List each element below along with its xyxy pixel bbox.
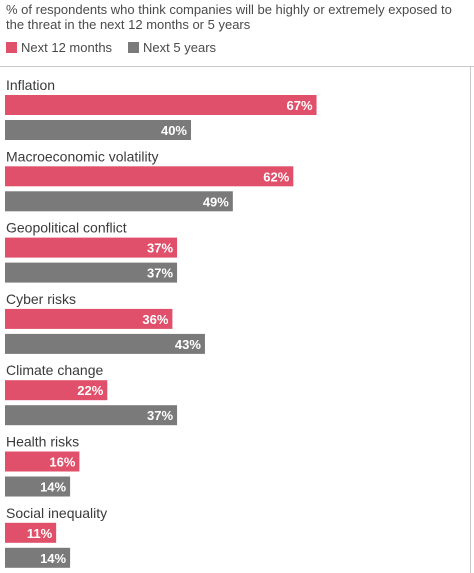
legend-item-next-5-years: Next 5 years xyxy=(128,40,216,55)
data-label-cyber-risks-next-12-months: 36% xyxy=(142,312,168,327)
data-label-health-risks-next-12-months: 16% xyxy=(49,455,75,470)
category-label-geopolitical-conflict: Geopolitical conflict xyxy=(6,220,127,236)
data-label-macroeconomic-volatility-next-5-years: 49% xyxy=(203,194,229,209)
data-label-cyber-risks-next-5-years: 43% xyxy=(175,337,201,352)
legend-swatch-next-5-years xyxy=(128,41,140,53)
category-label-social-inequality: Social inequality xyxy=(6,505,107,521)
category-label-cyber-risks: Cyber risks xyxy=(6,291,76,307)
bar-track-health-risks-next-5-years xyxy=(5,476,470,497)
bar-cyber-risks-next-5-years xyxy=(5,333,205,354)
bar-climate-change-next-5-years xyxy=(5,405,178,426)
data-label-inflation-next-5-years: 40% xyxy=(161,123,187,138)
bar-inflation-next-12-months xyxy=(5,95,317,115)
legend-label-next-12-months: Next 12 months xyxy=(21,39,113,55)
bar-track-climate-change-next-12-months xyxy=(5,380,470,401)
data-label-inflation-next-12-months: 67% xyxy=(287,98,313,113)
data-label-climate-change-next-5-years: 37% xyxy=(147,408,173,423)
legend-label-next-5-years: Next 5 years xyxy=(143,39,217,55)
bar-macroeconomic-volatility-next-5-years xyxy=(5,191,233,212)
data-label-social-inequality-next-12-months: 11% xyxy=(27,526,53,541)
chart-title: % of respondents who think companies wil… xyxy=(6,2,452,32)
legend-item-next-12-months: Next 12 months xyxy=(6,40,112,55)
bar-geopolitical-conflict-next-12-months xyxy=(5,237,178,258)
bar-climate-change-next-12-months xyxy=(5,380,108,401)
bar-inflation-next-5-years xyxy=(5,120,191,140)
category-label-inflation: Inflation xyxy=(6,77,55,93)
bar-health-risks-next-5-years xyxy=(5,476,71,497)
bar-social-inequality-next-12-months xyxy=(5,522,57,543)
chart-legend: Next 12 months Next 5 years xyxy=(6,40,232,55)
right-border xyxy=(470,66,471,573)
data-label-macroeconomic-volatility-next-12-months: 62% xyxy=(263,169,289,184)
bar-track-health-risks-next-12-months xyxy=(5,451,470,472)
data-label-geopolitical-conflict-next-5-years: 37% xyxy=(147,266,173,281)
category-label-climate-change: Climate change xyxy=(6,362,103,378)
bar-macroeconomic-volatility-next-12-months xyxy=(5,166,294,187)
bar-geopolitical-conflict-next-5-years xyxy=(5,262,178,283)
legend-swatch-next-12-months xyxy=(6,41,17,53)
bar-track-social-inequality-next-12-months xyxy=(5,522,470,543)
bar-social-inequality-next-5-years xyxy=(5,547,71,568)
category-label-macroeconomic-volatility: Macroeconomic volatility xyxy=(6,148,159,164)
bar-health-risks-next-12-months xyxy=(5,451,80,472)
top-divider xyxy=(0,66,474,67)
category-label-health-risks: Health risks xyxy=(6,434,79,450)
data-label-geopolitical-conflict-next-12-months: 37% xyxy=(147,241,173,256)
bar-cyber-risks-next-12-months xyxy=(5,308,173,329)
data-label-health-risks-next-5-years: 14% xyxy=(40,480,66,495)
data-label-climate-change-next-12-months: 22% xyxy=(77,383,103,398)
data-label-social-inequality-next-5-years: 14% xyxy=(40,551,66,566)
bar-track-social-inequality-next-5-years xyxy=(5,547,470,568)
